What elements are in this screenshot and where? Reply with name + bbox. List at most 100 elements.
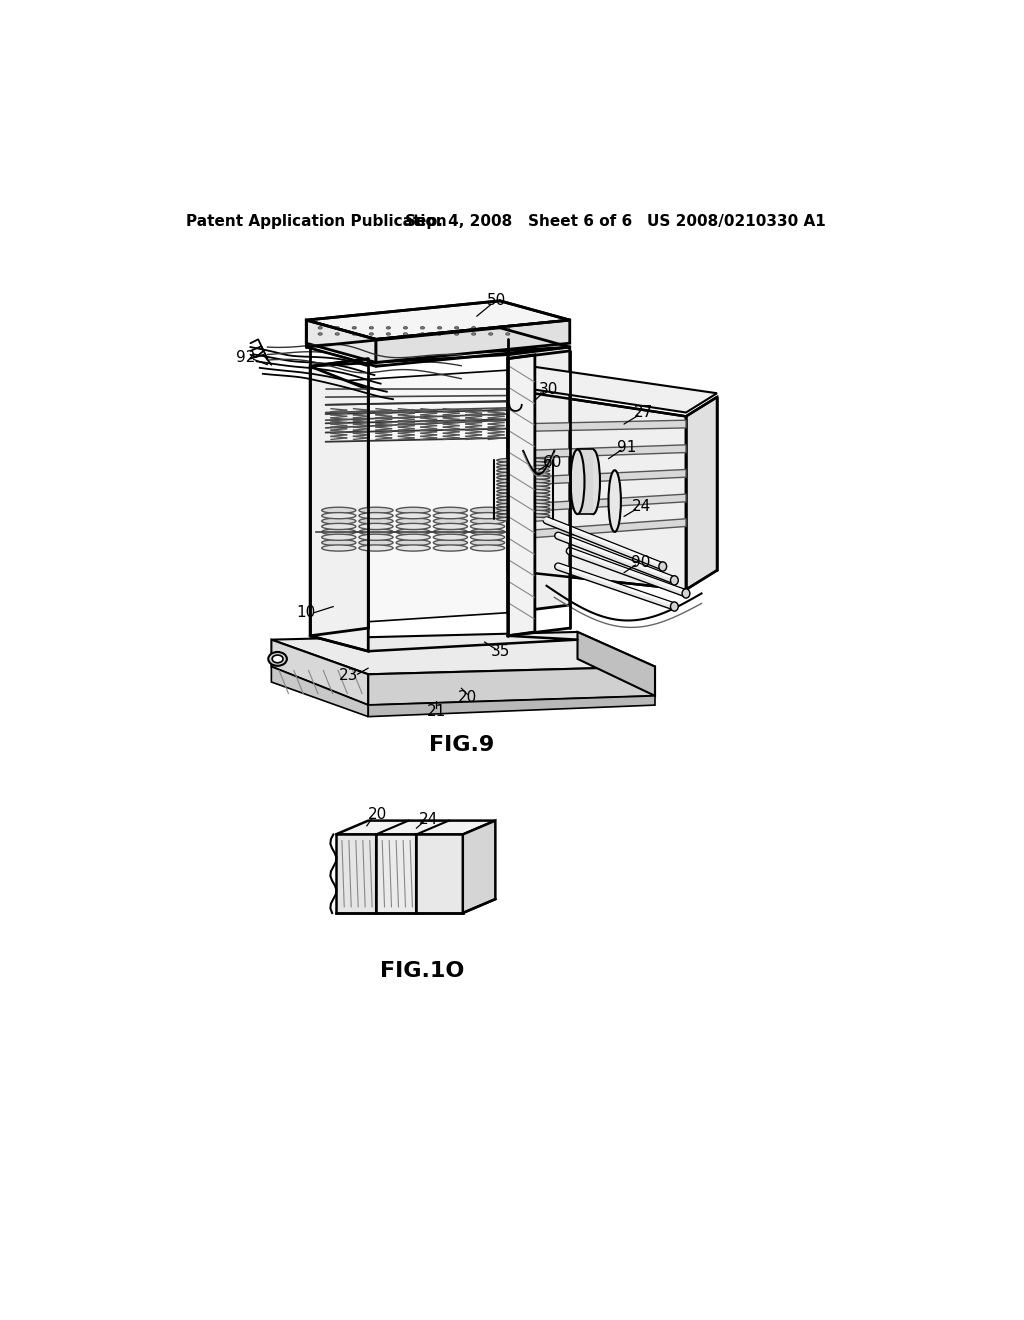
Text: 24: 24 (632, 499, 650, 513)
Ellipse shape (488, 326, 493, 329)
Text: 50: 50 (486, 293, 506, 309)
Text: 24: 24 (419, 812, 438, 826)
Text: 35: 35 (490, 644, 510, 659)
Ellipse shape (268, 652, 287, 665)
Ellipse shape (471, 529, 505, 535)
Ellipse shape (322, 540, 356, 545)
Ellipse shape (658, 562, 667, 572)
Polygon shape (369, 667, 655, 705)
Ellipse shape (570, 450, 585, 515)
Ellipse shape (497, 499, 550, 504)
Ellipse shape (359, 523, 393, 529)
Ellipse shape (403, 333, 408, 335)
Ellipse shape (272, 655, 283, 663)
Polygon shape (508, 494, 686, 512)
Ellipse shape (335, 326, 339, 329)
Polygon shape (508, 445, 686, 459)
Ellipse shape (396, 523, 430, 529)
Text: 90: 90 (632, 556, 650, 570)
Ellipse shape (497, 496, 550, 500)
Text: 21: 21 (427, 704, 446, 719)
Ellipse shape (370, 326, 374, 329)
Ellipse shape (421, 333, 424, 335)
Ellipse shape (497, 503, 550, 508)
Ellipse shape (497, 492, 550, 498)
Polygon shape (508, 347, 569, 612)
Ellipse shape (472, 333, 475, 335)
Ellipse shape (433, 523, 467, 529)
Polygon shape (508, 470, 686, 486)
Ellipse shape (471, 545, 505, 552)
Ellipse shape (322, 545, 356, 552)
Ellipse shape (386, 326, 390, 329)
Ellipse shape (318, 333, 323, 335)
Polygon shape (271, 632, 655, 675)
Text: FIG.9: FIG.9 (429, 735, 494, 755)
Ellipse shape (586, 450, 600, 515)
Ellipse shape (433, 535, 467, 540)
Ellipse shape (386, 333, 390, 335)
Ellipse shape (671, 602, 678, 611)
Ellipse shape (352, 326, 356, 329)
Ellipse shape (497, 486, 550, 490)
Polygon shape (306, 321, 376, 363)
Ellipse shape (433, 529, 467, 535)
Ellipse shape (671, 576, 678, 585)
Ellipse shape (471, 540, 505, 545)
Ellipse shape (359, 517, 393, 524)
Ellipse shape (471, 523, 505, 529)
Polygon shape (463, 821, 496, 913)
Ellipse shape (352, 333, 356, 335)
Polygon shape (330, 370, 508, 624)
Polygon shape (508, 519, 686, 540)
Ellipse shape (433, 540, 467, 545)
Ellipse shape (370, 333, 374, 335)
Ellipse shape (455, 326, 459, 329)
Polygon shape (508, 355, 535, 636)
Ellipse shape (497, 462, 550, 466)
Polygon shape (306, 301, 569, 339)
Ellipse shape (359, 507, 393, 513)
Ellipse shape (497, 482, 550, 487)
Ellipse shape (396, 512, 430, 519)
Ellipse shape (437, 333, 441, 335)
Polygon shape (369, 696, 655, 717)
Ellipse shape (396, 545, 430, 552)
Ellipse shape (359, 535, 393, 540)
Ellipse shape (335, 333, 339, 335)
Text: 20: 20 (368, 807, 387, 822)
Ellipse shape (396, 540, 430, 545)
Ellipse shape (437, 326, 441, 329)
Polygon shape (336, 821, 496, 834)
Text: FIG.1O: FIG.1O (380, 961, 465, 981)
Polygon shape (310, 367, 369, 651)
Polygon shape (310, 347, 569, 367)
Ellipse shape (488, 333, 493, 335)
Text: 10: 10 (297, 605, 315, 620)
Ellipse shape (506, 326, 510, 329)
Polygon shape (271, 667, 369, 717)
Ellipse shape (497, 458, 550, 462)
Text: US 2008/0210330 A1: US 2008/0210330 A1 (647, 214, 826, 230)
Ellipse shape (472, 326, 475, 329)
Text: 60: 60 (543, 455, 562, 470)
Ellipse shape (322, 523, 356, 529)
Ellipse shape (497, 510, 550, 515)
Ellipse shape (497, 507, 550, 511)
Ellipse shape (497, 479, 550, 483)
Ellipse shape (421, 326, 424, 329)
Text: 27: 27 (634, 405, 653, 420)
Polygon shape (376, 834, 417, 913)
Polygon shape (417, 834, 463, 913)
Text: 23: 23 (339, 668, 358, 684)
Polygon shape (686, 397, 717, 590)
Ellipse shape (322, 517, 356, 524)
Ellipse shape (359, 512, 393, 519)
Text: Patent Application Publication: Patent Application Publication (186, 214, 446, 230)
Ellipse shape (322, 507, 356, 513)
Polygon shape (578, 632, 655, 696)
Ellipse shape (396, 529, 430, 535)
Ellipse shape (433, 545, 467, 552)
Polygon shape (271, 640, 369, 705)
Ellipse shape (497, 490, 550, 494)
